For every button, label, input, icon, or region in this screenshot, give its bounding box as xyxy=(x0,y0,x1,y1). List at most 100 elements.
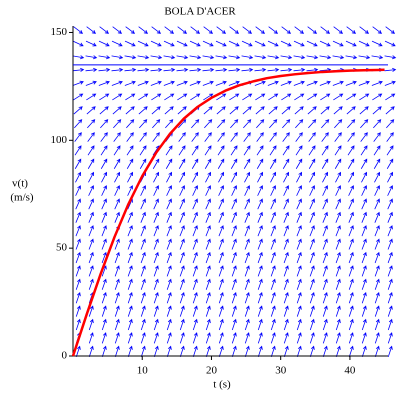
direction-arrow xyxy=(192,198,198,210)
direction-arrow xyxy=(153,198,159,210)
direction-arrow xyxy=(75,238,81,250)
direction-arrow xyxy=(387,305,393,317)
direction-arrow xyxy=(218,251,224,264)
direction-arrow xyxy=(153,251,159,264)
direction-arrow xyxy=(205,238,211,250)
direction-arrow xyxy=(308,145,316,156)
direction-arrow xyxy=(75,211,81,223)
direction-arrow xyxy=(335,292,341,304)
direction-arrow xyxy=(176,80,188,86)
data-line xyxy=(71,68,385,357)
direction-arrow xyxy=(178,158,186,169)
direction-arrow xyxy=(153,238,159,250)
x-tick-label: 30 xyxy=(275,365,287,377)
direction-arrow xyxy=(387,292,393,304)
direction-arrow xyxy=(138,106,148,115)
direction-arrow xyxy=(86,93,97,101)
direction-arrow xyxy=(217,145,225,156)
direction-arrow xyxy=(231,238,237,250)
direction-arrow xyxy=(255,106,265,115)
direction-arrow xyxy=(335,345,341,357)
direction-arrow xyxy=(139,132,147,142)
direction-arrow xyxy=(192,171,199,183)
direction-arrow xyxy=(296,318,302,331)
direction-arrow xyxy=(179,251,185,264)
direction-arrow xyxy=(228,55,241,60)
direction-arrow xyxy=(283,211,289,223)
direction-arrow xyxy=(322,278,328,290)
direction-arrow xyxy=(386,132,394,142)
direction-arrow xyxy=(242,93,253,101)
direction-arrow xyxy=(87,132,95,142)
direction-arrow xyxy=(205,278,211,290)
direction-arrow xyxy=(111,55,124,60)
direction-arrow xyxy=(205,332,211,344)
direction-arrow xyxy=(256,119,265,129)
direction-arrow xyxy=(348,318,354,331)
direction-arrow xyxy=(283,292,289,304)
direction-arrow xyxy=(138,26,149,34)
direction-arrow xyxy=(371,80,383,86)
direction-arrow xyxy=(309,332,315,344)
direction-arrow xyxy=(335,278,341,290)
direction-arrow xyxy=(127,211,133,223)
direction-arrow xyxy=(216,93,227,101)
direction-arrow xyxy=(98,80,110,86)
direction-arrow xyxy=(153,318,159,331)
direction-arrow xyxy=(114,278,120,290)
direction-arrow xyxy=(165,145,173,156)
direction-arrow xyxy=(242,26,253,34)
direction-arrow xyxy=(387,171,394,183)
direction-arrow xyxy=(244,345,250,357)
direction-arrow xyxy=(308,119,317,129)
direction-arrow xyxy=(114,345,120,357)
direction-arrow xyxy=(387,225,393,237)
direction-arrow xyxy=(244,318,250,331)
direction-arrow xyxy=(244,171,251,183)
direction-arrow xyxy=(387,265,393,277)
direction-arrow xyxy=(88,238,94,250)
direction-arrow xyxy=(125,106,135,115)
direction-arrow xyxy=(205,185,211,196)
direction-arrow xyxy=(101,292,107,304)
direction-arrow xyxy=(203,106,213,115)
direction-arrow xyxy=(114,265,120,277)
direction-arrow xyxy=(75,265,81,277)
direction-arrow xyxy=(112,106,122,115)
direction-arrow xyxy=(373,158,381,169)
direction-arrow xyxy=(88,185,94,196)
direction-arrow xyxy=(254,40,266,47)
direction-arrow xyxy=(270,305,276,317)
direction-arrow xyxy=(244,251,250,264)
direction-arrow xyxy=(205,251,211,264)
direction-arrow xyxy=(348,265,354,277)
direction-arrow xyxy=(333,93,344,101)
direction-arrow xyxy=(296,171,303,183)
direction-arrow xyxy=(114,251,120,264)
direction-arrow xyxy=(267,80,279,86)
direction-arrow xyxy=(385,106,395,115)
direction-arrow xyxy=(137,80,149,86)
direction-arrow xyxy=(204,119,213,129)
x-tick-label: 40 xyxy=(344,365,356,377)
direction-arrow xyxy=(189,40,201,47)
direction-arrow xyxy=(190,26,201,34)
direction-arrow xyxy=(191,119,200,129)
direction-arrow xyxy=(140,278,146,290)
direction-arrow xyxy=(88,265,94,277)
direction-arrow xyxy=(166,345,172,357)
direction-arrow xyxy=(101,185,107,196)
direction-arrow xyxy=(348,238,354,250)
direction-arrow xyxy=(296,332,302,344)
x-tick-label: 10 xyxy=(137,365,149,377)
direction-arrow xyxy=(153,305,159,317)
direction-arrow xyxy=(114,171,121,183)
direction-arrow xyxy=(205,345,211,357)
direction-arrow xyxy=(348,185,354,196)
direction-arrow xyxy=(348,251,354,264)
direction-arrow xyxy=(153,345,159,357)
direction-arrow xyxy=(114,292,120,304)
direction-arrow xyxy=(373,119,382,129)
direction-arrow xyxy=(296,265,302,277)
direction-arrow xyxy=(150,67,163,72)
